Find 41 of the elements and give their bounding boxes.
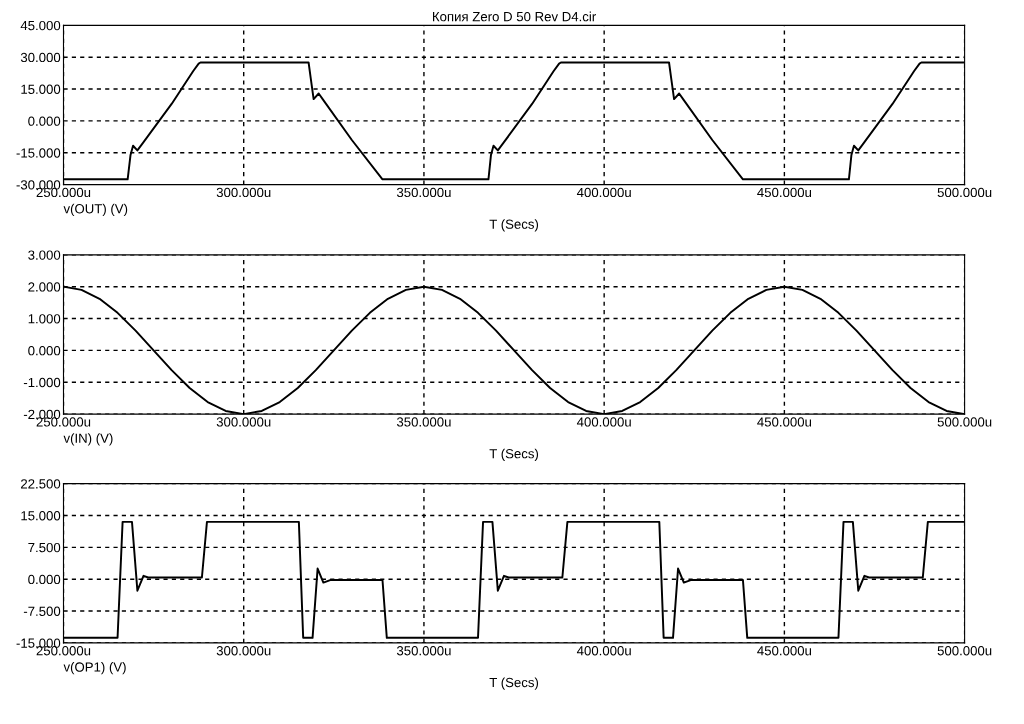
x-tick-label: 450.000u — [757, 646, 812, 656]
y-tick-label: -15.000 — [16, 148, 61, 158]
y-tick-label: 45.000 — [20, 20, 61, 31]
x-tick-label: 350.000u — [396, 187, 451, 198]
x-tick-label: 400.000u — [576, 417, 631, 427]
x-tick-label: 350.000u — [396, 646, 451, 656]
x-axis-title: T (Secs) — [489, 448, 539, 461]
y-tick-label: 2.000 — [28, 282, 61, 292]
y-tick-label: 15.000 — [21, 511, 61, 521]
x-axis-title: T (Secs) — [489, 219, 539, 232]
y-tick-label: 3.000 — [28, 250, 61, 260]
x-tick-label: 350.000u — [396, 417, 451, 427]
x-tick-label: 450.000u — [757, 187, 812, 198]
text: v(IN) (V) — [63, 433, 113, 446]
x-tick-label: 400.000u — [576, 646, 631, 656]
x-tick-label: 300.000u — [216, 187, 271, 198]
y-tick-label: 0.000 — [28, 116, 61, 126]
series-label: v(OUT) (V) — [63, 203, 128, 217]
x-tick-label: 500.000u — [937, 417, 992, 427]
x-tick-label: 450.000u — [757, 417, 812, 427]
x-axis-title: T (Secs) — [489, 677, 539, 690]
y-tick-label: -1.000 — [23, 377, 61, 388]
y-tick-label: -15.000 — [16, 638, 61, 648]
y-tick-label: 1.000 — [28, 314, 61, 324]
y-tick-label: 15.000 — [21, 84, 61, 94]
y-tick-label: -2.000 — [23, 409, 61, 420]
y-tick-label: 0.000 — [28, 345, 61, 356]
x-tick-label: 250.000u — [36, 646, 91, 656]
x-tick-label: 500.000u — [937, 187, 992, 198]
y-tick-label: 22.500 — [21, 479, 61, 489]
x-tick-label: 250.000u — [36, 417, 91, 427]
x-tick-label: 500.000u — [937, 646, 992, 656]
chart-title: Копия Zero D 50 Rev D4.cir — [433, 11, 596, 22]
y-tick-label: 7.500 — [28, 542, 61, 553]
y-tick-label: 0.000 — [28, 574, 61, 585]
series-label: v(OP1) (V) — [63, 662, 126, 675]
y-tick-label: 30.000 — [20, 52, 61, 63]
x-tick-label: 300.000u — [216, 417, 271, 427]
x-tick-label: 300.000u — [216, 646, 271, 656]
x-tick-label: 400.000u — [576, 187, 631, 198]
y-tick-label: -7.500 — [23, 606, 61, 616]
